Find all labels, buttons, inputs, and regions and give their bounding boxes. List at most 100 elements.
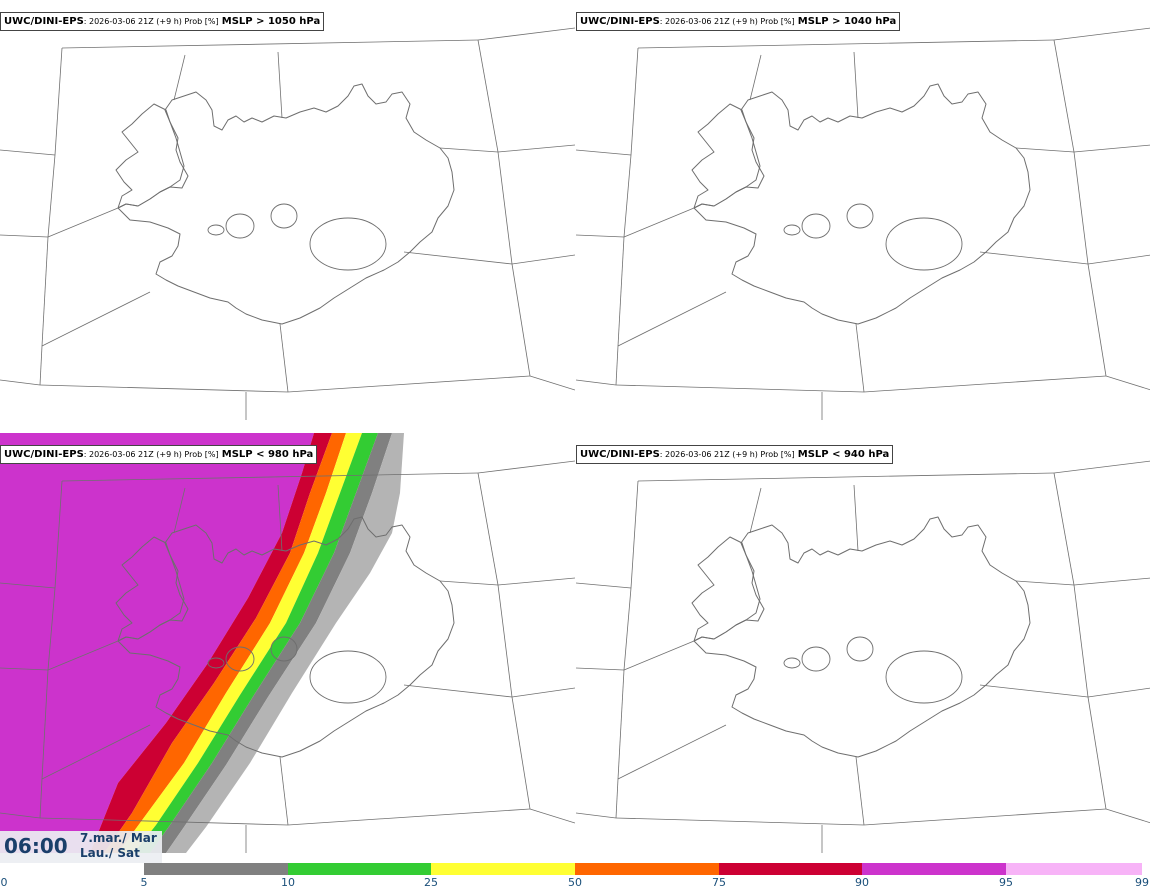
grid-line (39, 384, 289, 393)
grid-line (439, 580, 499, 586)
westfjords-coastline (691, 536, 761, 642)
grid-line (41, 669, 49, 780)
grid-line (0, 234, 49, 238)
run-info: : 2026-03-06 21Z (+9 h) Prob [%] (659, 450, 795, 459)
colorbar-segment (862, 863, 1006, 875)
grid-line (749, 487, 762, 534)
colorbar-tick-label: 10 (281, 876, 295, 889)
grid-line (576, 812, 617, 819)
parameter-label: MSLP > 1050 hPa (221, 16, 321, 27)
glacier-outline (801, 213, 831, 239)
grid-line (47, 154, 56, 238)
grid-line (279, 323, 289, 393)
grid-line (1105, 375, 1150, 391)
glacier-outline (207, 224, 225, 236)
grid-line (279, 756, 289, 826)
grid-line (477, 472, 499, 586)
grid-line (630, 480, 639, 589)
grid-line (855, 756, 865, 826)
coastline (693, 83, 1031, 325)
grid-line (41, 291, 151, 347)
glacier-outline (309, 217, 387, 271)
glacier-outline (207, 657, 225, 669)
grid-line (617, 724, 727, 780)
grid-line (439, 147, 499, 153)
model-name: UWC/DINI-EPS (580, 449, 660, 460)
grid-line (1073, 144, 1150, 153)
glacier-outline (270, 636, 298, 662)
grid-line (61, 472, 479, 482)
colorbar-segment (431, 863, 575, 875)
grid-line (1015, 147, 1075, 153)
grid-line (529, 808, 575, 824)
grid-line (623, 587, 632, 671)
westfjords-coastline (115, 103, 185, 209)
glacier-outline (846, 203, 874, 229)
grid-line (855, 323, 865, 393)
grid-line (403, 251, 513, 265)
grid-line (1087, 254, 1150, 265)
grid-line (511, 263, 531, 377)
grid-line (1015, 580, 1075, 586)
map-canvas (576, 460, 1150, 853)
grid-line (47, 207, 119, 238)
coastline (693, 516, 1031, 758)
grid-line (1087, 263, 1107, 377)
grid-line (47, 640, 119, 671)
colorbar-tick-label: 75 (712, 876, 726, 889)
glacier-outline (846, 636, 874, 662)
grid-line (477, 27, 575, 41)
panel-title: UWC/DINI-EPS: 2026-03-06 21Z (+9 h) Prob… (0, 445, 318, 464)
model-name: UWC/DINI-EPS (4, 16, 84, 27)
grid-line (576, 234, 625, 238)
grid-line (853, 51, 859, 119)
colorbar-tick-label: 5 (140, 876, 148, 889)
grid-line (403, 684, 513, 698)
grid-line (1073, 584, 1089, 698)
grid-line (863, 375, 1107, 393)
grid-line (1053, 460, 1150, 474)
glacier-outline (783, 224, 801, 236)
valid-date: 7.mar./ Mar (80, 831, 157, 845)
grid-line (749, 54, 762, 101)
grid-line (173, 54, 186, 101)
valid-time-box: 06:00 7.mar./ Mar Lau./ Sat (0, 831, 162, 863)
grid-line (623, 207, 695, 238)
grid-line (617, 669, 625, 780)
westfjords-coastline (691, 103, 761, 209)
grid-line (529, 375, 575, 391)
grid-line (0, 667, 49, 671)
grid-line (1073, 577, 1150, 586)
grid-line (0, 149, 56, 156)
grid-line (1087, 687, 1150, 698)
probability-band-25-50 (118, 433, 362, 853)
grid-line (54, 47, 63, 156)
parameter-label: MSLP > 1040 hPa (797, 16, 897, 27)
grid-line (1073, 151, 1089, 265)
grid-line (497, 584, 513, 698)
map-panel-mslp-lt-940: UWC/DINI-EPS: 2026-03-06 21Z (+9 h) Prob… (576, 433, 1150, 853)
glacier-outline (225, 646, 255, 672)
map-canvas (576, 27, 1150, 420)
grid-line (979, 684, 1089, 698)
grid-line (477, 460, 575, 474)
glacier-outline (801, 646, 831, 672)
map-canvas (0, 433, 575, 853)
grid-line (576, 582, 632, 589)
grid-line (39, 778, 43, 819)
grid-line (0, 379, 41, 386)
grid-line (497, 577, 575, 586)
colorbar-segment (1006, 863, 1142, 875)
panel-title: UWC/DINI-EPS: 2026-03-06 21Z (+9 h) Prob… (576, 445, 894, 464)
parameter-label: MSLP < 940 hPa (797, 449, 890, 460)
grid-line (623, 640, 695, 671)
colorbar-segment (144, 863, 288, 875)
grid-line (576, 667, 625, 671)
probability-band-50-75 (104, 433, 346, 853)
westfjords-coastline (115, 536, 185, 642)
colorbar-tick-label: 50 (568, 876, 582, 889)
coastline (117, 83, 455, 325)
map-panel-mslp-lt-980: UWC/DINI-EPS: 2026-03-06 21Z (+9 h) Prob… (0, 433, 575, 853)
grid-line (617, 291, 727, 347)
map-panel-mslp-gt-1050: UWC/DINI-EPS: 2026-03-06 21Z (+9 h) Prob… (0, 0, 575, 420)
